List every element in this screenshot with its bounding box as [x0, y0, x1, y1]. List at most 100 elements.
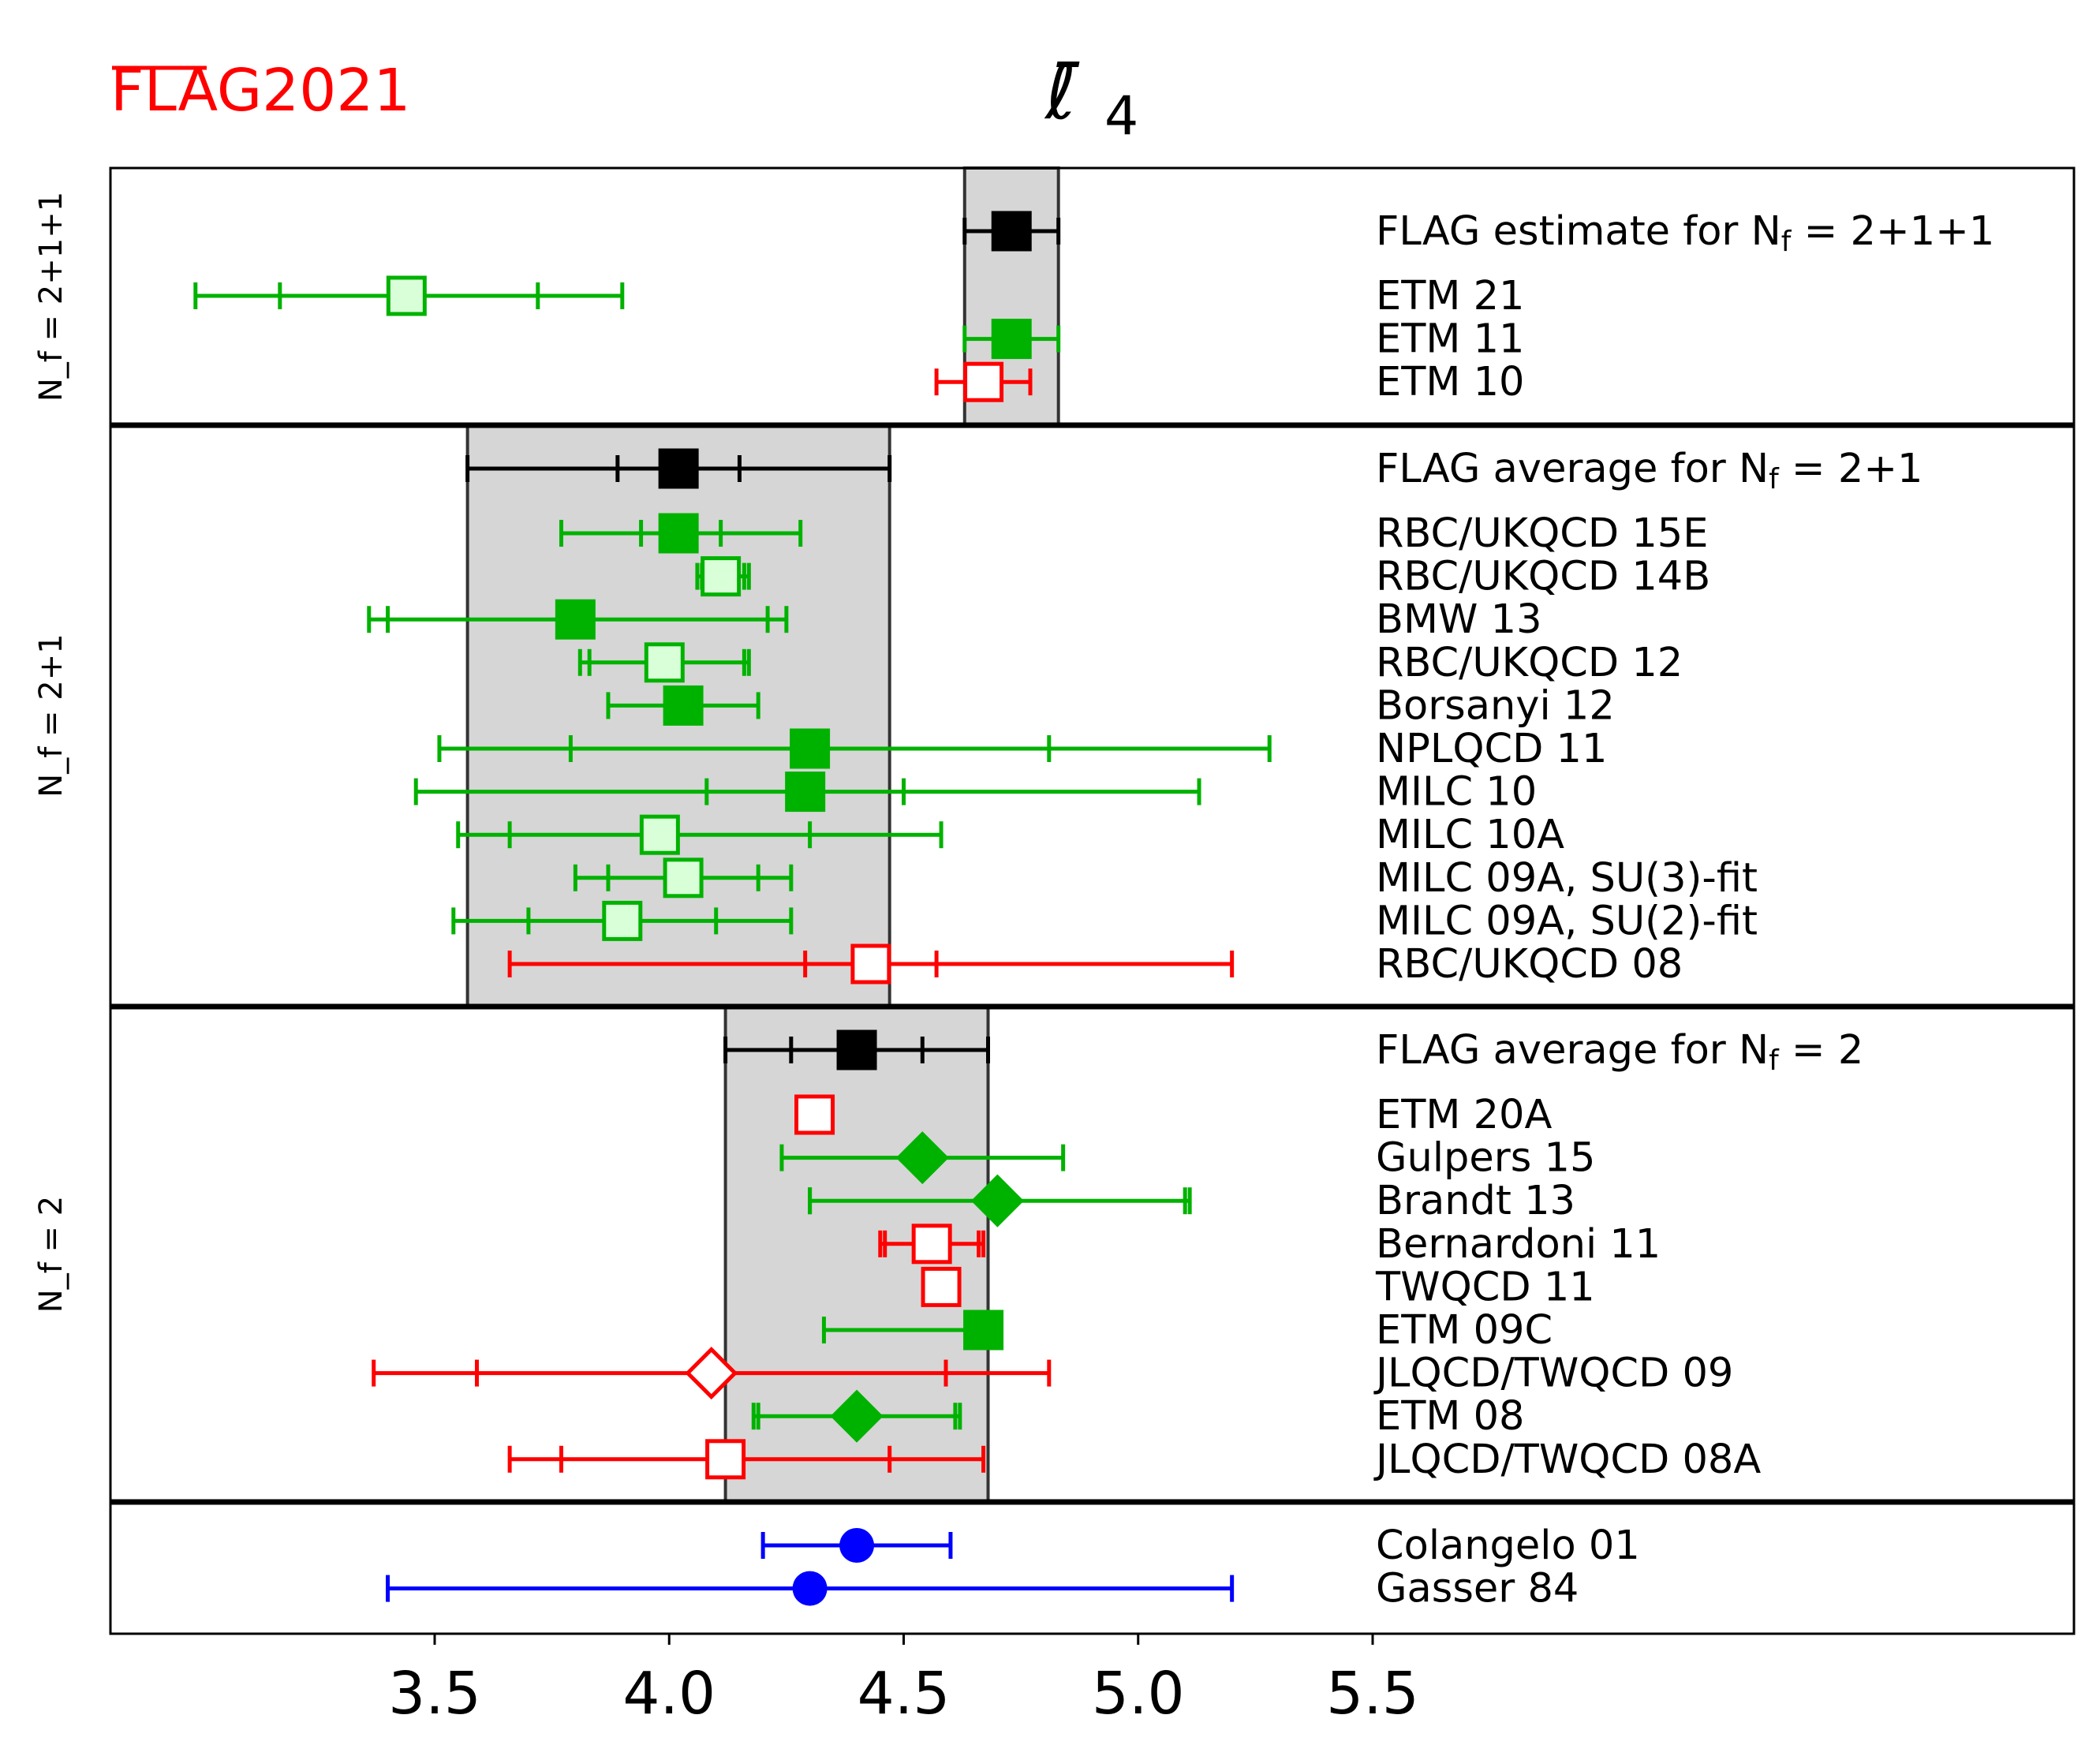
data-point: Gulpers 15 — [779, 1131, 1595, 1185]
x-axis: 3.5 4.0 4.5 5.0 5.5 — [388, 1634, 1419, 1728]
title-main: ℓ̄ — [1044, 48, 1080, 136]
chart-title: ℓ̄ 4 — [1044, 48, 1138, 148]
data-point: MILC 09A, SU(2)-fit — [451, 898, 1758, 944]
data-point: FLAG estimate for Nf = 2+1+1 — [962, 208, 1994, 258]
row-label: ETM 09C — [1376, 1307, 1553, 1354]
data-point: MILC 10A — [456, 812, 1564, 858]
data-point: RBC/UKQCD 08 — [507, 941, 1683, 988]
square-marker — [991, 319, 1032, 360]
row-label: ETM 11 — [1376, 316, 1525, 363]
square-marker — [663, 857, 704, 899]
flag-logo: FLAG2021 — [110, 57, 410, 125]
data-point: Bernardoni 11 — [878, 1221, 1661, 1268]
data-point: BMW 13 — [367, 596, 1542, 643]
row-label: Gasser 84 — [1376, 1566, 1579, 1612]
data-point: MILC 09A, SU(3)-fit — [573, 855, 1758, 902]
row-label: RBC/UKQCD 08 — [1376, 941, 1683, 988]
data-point: Brandt 13 — [808, 1174, 1575, 1227]
data-point: JLQCD/TWQCD 09 — [372, 1347, 1733, 1400]
diamond-marker — [895, 1131, 949, 1185]
data-point: ETM 21 — [193, 273, 1525, 319]
panel-frame — [109, 1500, 2076, 1635]
circle-marker — [792, 1571, 828, 1606]
square-marker — [921, 1266, 962, 1307]
row-label: BMW 13 — [1376, 596, 1542, 643]
square-marker — [663, 685, 704, 726]
row-label: RBC/UKQCD 14B — [1376, 554, 1710, 600]
data-point: Gasser 84 — [386, 1566, 1579, 1612]
row-label: ETM 21 — [1376, 273, 1525, 319]
row-label: NPLQCD 11 — [1376, 726, 1607, 772]
row-label: ETM 08 — [1376, 1393, 1525, 1440]
panel-frame — [109, 424, 2076, 1008]
square-marker — [602, 900, 643, 941]
square-marker — [639, 814, 680, 855]
row-label: JLQCD/TWQCD 09 — [1373, 1351, 1733, 1397]
square-marker — [658, 513, 699, 554]
diamond-marker — [970, 1174, 1024, 1227]
circle-marker — [839, 1528, 875, 1563]
square-marker — [963, 1310, 1004, 1351]
panel-label-nf-2-1: N_f = 2+1 — [33, 633, 69, 797]
square-marker — [386, 275, 427, 316]
diamond-marker — [830, 1389, 884, 1443]
data-point: FLAG average for Nf = 2 — [723, 1027, 1863, 1077]
x-tick-label: 5.0 — [1092, 1660, 1185, 1728]
x-tick-label: 4.0 — [622, 1660, 716, 1728]
data-point: RBC/UKQCD 14B — [695, 554, 1710, 600]
square-marker — [644, 642, 685, 683]
title-sub: 4 — [1104, 85, 1138, 148]
data-point: FLAG average for Nf = 2+1 — [465, 446, 1923, 495]
data-point: ETM 09C — [821, 1307, 1553, 1354]
square-marker — [658, 448, 699, 489]
square-marker — [991, 211, 1032, 252]
row-label: MILC 10A — [1376, 812, 1564, 858]
row-label: FLAG average for Nf = 2 — [1376, 1027, 1863, 1077]
square-marker — [836, 1029, 877, 1070]
data-point: Borsanyi 12 — [606, 682, 1615, 729]
row-label: MILC 10 — [1376, 769, 1537, 816]
row-label: ETM 10 — [1376, 359, 1525, 405]
data-point: ETM 11 — [962, 316, 1525, 363]
row-label: FLAG estimate for Nf = 2+1+1 — [1376, 208, 1994, 258]
row-label: Gulpers 15 — [1376, 1135, 1595, 1182]
square-marker — [705, 1439, 746, 1480]
row-label: RBC/UKQCD 12 — [1376, 640, 1683, 686]
data-point: RBC/UKQCD 12 — [577, 640, 1683, 686]
x-tick-label: 5.5 — [1326, 1660, 1419, 1728]
row-label: JLQCD/TWQCD 08A — [1373, 1437, 1761, 1483]
x-tick-label: 3.5 — [388, 1660, 481, 1728]
row-label: Colangelo 01 — [1376, 1522, 1640, 1569]
square-marker — [701, 556, 742, 597]
row-label: Bernardoni 11 — [1376, 1221, 1661, 1268]
row-label: Brandt 13 — [1376, 1178, 1575, 1224]
square-marker — [963, 361, 1004, 402]
data-point: ETM 08 — [751, 1389, 1525, 1443]
square-marker — [911, 1224, 952, 1265]
row-label: MILC 09A, SU(3)-fit — [1376, 855, 1758, 902]
data-point: Colangelo 01 — [760, 1522, 1640, 1569]
data-point: ETM 20A — [794, 1092, 1552, 1138]
row-label: ETM 20A — [1376, 1092, 1552, 1138]
row-label: TWQCD 11 — [1375, 1264, 1595, 1310]
x-tick-label: 4.5 — [858, 1660, 951, 1728]
panel-label-nf-2-1-1: N_f = 2+1+1 — [33, 192, 69, 402]
data-point: NPLQCD 11 — [437, 726, 1607, 772]
panel-labels: N_f = 2+1+1 N_f = 2+1 N_f = 2 — [33, 192, 69, 1313]
data-point: RBC/UKQCD 15E — [559, 510, 1708, 557]
row-label: Borsanyi 12 — [1376, 682, 1615, 729]
data-point: JLQCD/TWQCD 08A — [507, 1437, 1761, 1483]
data-point: ETM 10 — [934, 359, 1525, 405]
data-point: TWQCD 11 — [921, 1264, 1595, 1310]
panel-label-nf-2: N_f = 2 — [33, 1196, 69, 1313]
square-marker — [794, 1094, 835, 1135]
square-marker — [555, 599, 596, 640]
square-marker — [850, 943, 891, 984]
row-label: MILC 09A, SU(2)-fit — [1376, 898, 1758, 944]
data-point: MILC 10 — [413, 769, 1537, 816]
